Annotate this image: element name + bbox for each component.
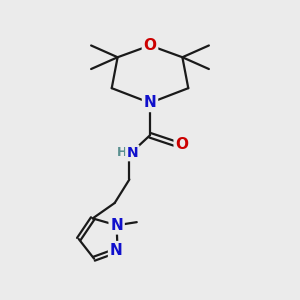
Text: H: H	[117, 146, 127, 159]
Text: N: N	[144, 95, 156, 110]
Text: O: O	[175, 136, 188, 152]
Text: N: N	[110, 243, 122, 258]
Text: N: N	[127, 146, 138, 160]
Text: N: N	[110, 218, 123, 233]
Text: O: O	[143, 38, 157, 53]
